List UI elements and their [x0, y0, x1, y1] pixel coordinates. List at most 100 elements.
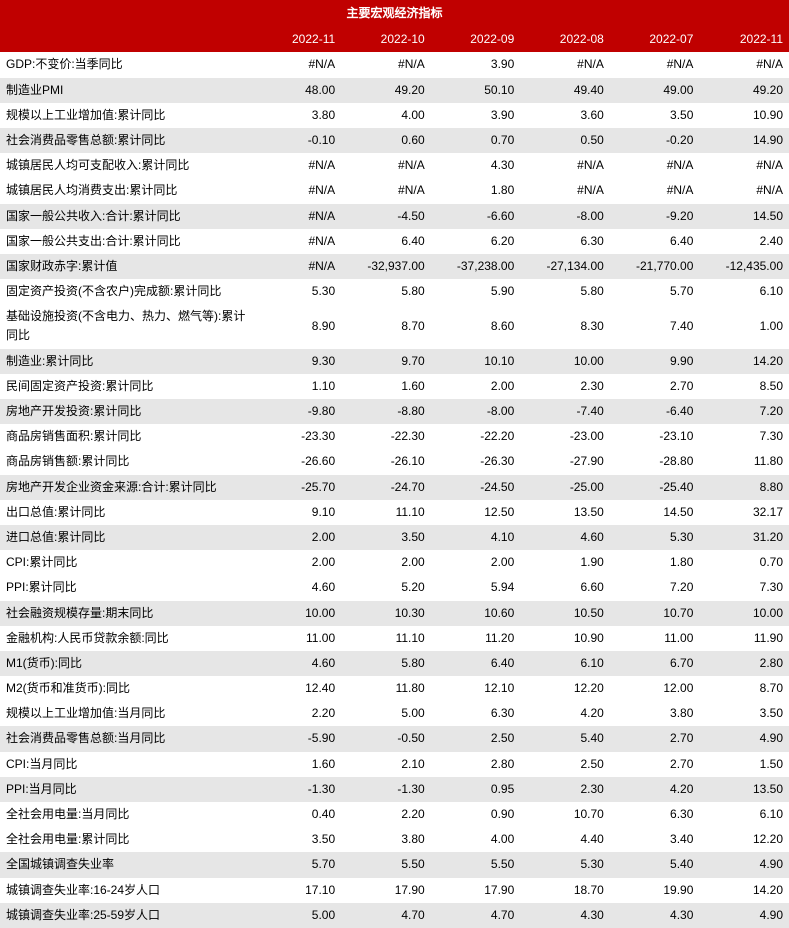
data-cell: 8.50	[699, 374, 789, 399]
table-row: 全社会用电量:累计同比3.503.804.004.403.4012.20	[0, 827, 789, 852]
data-cell: 4.30	[610, 903, 700, 928]
data-cell: 5.94	[431, 575, 521, 600]
data-cell: -6.40	[610, 399, 700, 424]
data-cell: 14.50	[699, 204, 789, 229]
data-cell: 2.00	[431, 550, 521, 575]
data-cell: #N/A	[252, 153, 342, 178]
data-cell: 1.60	[252, 752, 342, 777]
data-cell: -5.90	[252, 726, 342, 751]
data-cell: 11.10	[341, 500, 431, 525]
data-cell: 5.30	[252, 279, 342, 304]
column-header: 2022-10	[341, 27, 431, 52]
data-cell: 5.80	[341, 279, 431, 304]
data-cell: 11.90	[699, 626, 789, 651]
data-cell: 2.80	[699, 651, 789, 676]
data-cell: 11.80	[699, 449, 789, 474]
data-cell: 8.70	[341, 304, 431, 348]
table-row: CPI:当月同比1.602.102.802.502.701.50	[0, 752, 789, 777]
data-cell: 12.00	[610, 676, 700, 701]
data-cell: 9.90	[610, 349, 700, 374]
table-row: 商品房销售面积:累计同比-23.30-22.30-22.20-23.00-23.…	[0, 424, 789, 449]
data-cell: 3.50	[341, 525, 431, 550]
data-cell: -32,937.00	[341, 254, 431, 279]
data-cell: 3.50	[252, 827, 342, 852]
data-cell: 5.40	[610, 852, 700, 877]
row-label: CPI:累计同比	[0, 550, 252, 575]
data-cell: -23.10	[610, 424, 700, 449]
table-row: 社会消费品零售总额:累计同比-0.100.600.700.50-0.2014.9…	[0, 128, 789, 153]
data-cell: -24.70	[341, 475, 431, 500]
row-label: GDP:不变价:当季同比	[0, 52, 252, 77]
row-label: 国家财政赤字:累计值	[0, 254, 252, 279]
data-cell: 11.00	[252, 626, 342, 651]
data-cell: 8.70	[699, 676, 789, 701]
data-cell: 49.00	[610, 78, 700, 103]
data-cell: -12,435.00	[699, 254, 789, 279]
table-row: 全社会用电量:当月同比0.402.200.9010.706.306.10	[0, 802, 789, 827]
data-cell: 7.30	[699, 424, 789, 449]
data-cell: 1.60	[341, 374, 431, 399]
data-cell: 5.00	[252, 903, 342, 928]
table-row: 金融机构:人民币贷款余额:同比11.0011.1011.2010.9011.00…	[0, 626, 789, 651]
data-cell: 4.60	[252, 575, 342, 600]
data-cell: 14.20	[699, 878, 789, 903]
data-cell: 31.20	[699, 525, 789, 550]
data-cell: #N/A	[520, 178, 610, 203]
data-cell: 5.70	[610, 279, 700, 304]
data-cell: 19.90	[610, 878, 700, 903]
table-row: M1(货币):同比4.605.806.406.106.702.80	[0, 651, 789, 676]
data-cell: -0.20	[610, 128, 700, 153]
data-cell: 5.50	[431, 852, 521, 877]
data-cell: 2.00	[252, 525, 342, 550]
data-cell: #N/A	[520, 153, 610, 178]
data-cell: 4.10	[431, 525, 521, 550]
table-row: PPI:当月同比-1.30-1.300.952.304.2013.50	[0, 777, 789, 802]
macro-indicators-table: 主要宏观经济指标	[0, 0, 789, 27]
row-label: 社会融资规模存量:期末同比	[0, 601, 252, 626]
data-cell: 6.60	[520, 575, 610, 600]
data-cell: 10.30	[341, 601, 431, 626]
data-cell: 5.30	[520, 852, 610, 877]
table-row: PPI:累计同比4.605.205.946.607.207.30	[0, 575, 789, 600]
data-cell: #N/A	[520, 52, 610, 77]
data-cell: 32.17	[699, 500, 789, 525]
row-label: 城镇居民人均可支配收入:累计同比	[0, 153, 252, 178]
row-label: 城镇居民人均消费支出:累计同比	[0, 178, 252, 203]
data-cell: 6.40	[610, 229, 700, 254]
column-header: 2022-11	[252, 27, 342, 52]
data-cell: 2.50	[520, 752, 610, 777]
data-cell: 6.70	[610, 651, 700, 676]
data-cell: 17.90	[431, 878, 521, 903]
data-cell: -25.70	[252, 475, 342, 500]
data-cell: -28.80	[610, 449, 700, 474]
table-row: GDP:不变价:当季同比#N/A#N/A3.90#N/A#N/A#N/A	[0, 52, 789, 77]
data-cell: -27.90	[520, 449, 610, 474]
row-label: 规模以上工业增加值:累计同比	[0, 103, 252, 128]
data-cell: #N/A	[252, 204, 342, 229]
data-cell: 49.20	[699, 78, 789, 103]
data-cell: -4.50	[341, 204, 431, 229]
header-blank	[0, 27, 252, 52]
row-label: 民间固定资产投资:累计同比	[0, 374, 252, 399]
data-cell: -9.80	[252, 399, 342, 424]
data-cell: 2.80	[431, 752, 521, 777]
table-row: 城镇调查失业率:25-59岁人口5.004.704.704.304.304.90	[0, 903, 789, 928]
row-label: 国家一般公共支出:合计:累计同比	[0, 229, 252, 254]
data-cell: -26.60	[252, 449, 342, 474]
data-cell: 0.60	[341, 128, 431, 153]
data-cell: 3.80	[252, 103, 342, 128]
data-cell: 6.20	[431, 229, 521, 254]
data-cell: #N/A	[699, 178, 789, 203]
data-cell: 4.60	[252, 651, 342, 676]
row-label: M2(货币和准货币):同比	[0, 676, 252, 701]
data-cell: 4.90	[699, 726, 789, 751]
data-cell: 5.00	[341, 701, 431, 726]
data-cell: 10.00	[520, 349, 610, 374]
data-cell: 2.10	[341, 752, 431, 777]
data-cell: 3.50	[699, 701, 789, 726]
data-cell: 7.30	[699, 575, 789, 600]
data-cell: 7.20	[699, 399, 789, 424]
data-cell: 9.70	[341, 349, 431, 374]
table-row: 进口总值:累计同比2.003.504.104.605.3031.20	[0, 525, 789, 550]
table-row: 社会消费品零售总额:当月同比-5.90-0.502.505.402.704.90	[0, 726, 789, 751]
